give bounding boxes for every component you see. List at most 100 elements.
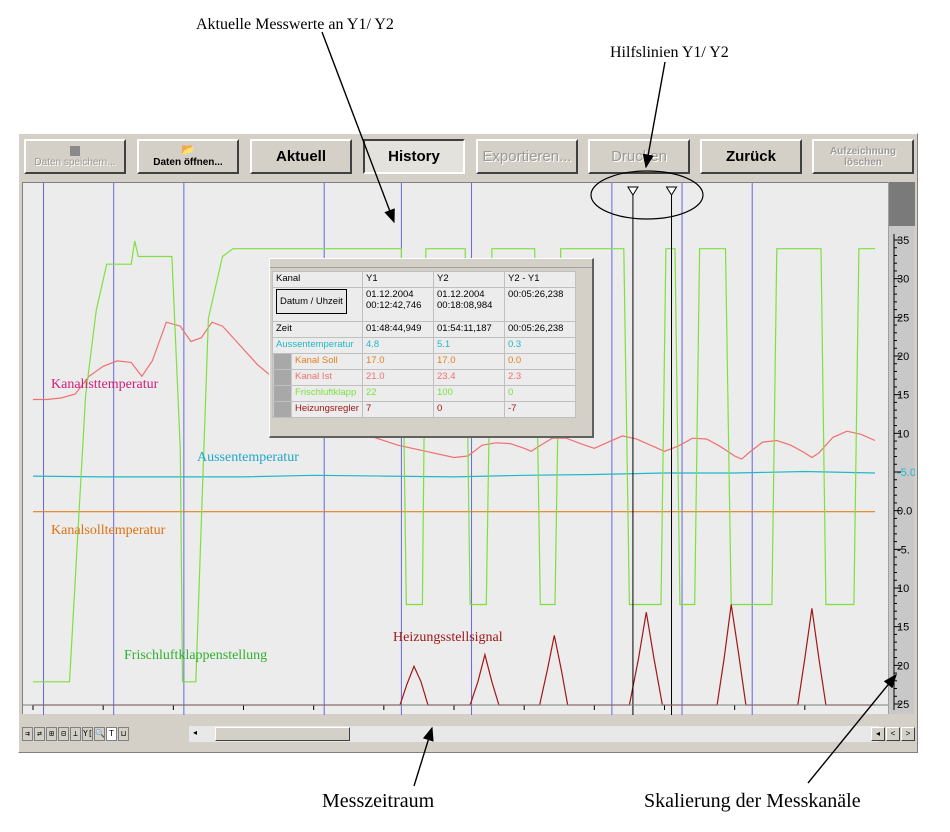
- scale-tick-label: 0.0: [897, 506, 912, 518]
- datum-y2-cell: 01.12.2004 00:18:08,984: [433, 287, 505, 322]
- datum-label-cell: Datum / Uhzeit: [272, 287, 363, 322]
- zeit-y2: 01:54:11,187: [433, 321, 505, 338]
- row-diff: 2.3: [504, 369, 576, 386]
- table-header-row: Kanal Y1 Y2 Y2 - Y1: [272, 271, 576, 288]
- row-y1: 17.0: [362, 353, 434, 370]
- scrollbar-thumb[interactable]: [215, 727, 350, 741]
- x-tick-label: 23:20:00: [220, 714, 267, 715]
- scale-header: [889, 182, 915, 226]
- scroll-left-small-icon[interactable]: ◂: [192, 728, 197, 737]
- datum-diff: 00:05:26,238: [504, 287, 576, 322]
- x-tick-label: 23:40:00: [360, 714, 407, 715]
- datum-y1-date: 01.12.2004: [366, 289, 414, 300]
- history-button[interactable]: History: [363, 139, 465, 174]
- callout-skalierung: Skalierung der Messkanäle: [644, 790, 861, 812]
- zoom-in-y-icon[interactable]: ⊞: [46, 727, 57, 741]
- x-tick-label: 00:40:00: [781, 714, 828, 715]
- zoom-out-x-icon[interactable]: ⇄: [34, 727, 45, 741]
- datum-y2-time: 00:18:08,984: [437, 300, 493, 311]
- datum-label: Datum / Uhzeit: [276, 289, 347, 314]
- datum-y1-cell: 01.12.2004 00:12:42,746: [362, 287, 434, 322]
- row-name: Kanal Soll: [272, 353, 363, 370]
- zurueck-button[interactable]: Zurück: [700, 139, 802, 174]
- row-diff: 0: [504, 385, 576, 402]
- label-heizungsstellsignal: Heizungsstellsignal: [393, 630, 503, 645]
- messwerte-table-titlebar[interactable]: [270, 259, 592, 268]
- chevron-left-icon: ◂: [875, 729, 880, 738]
- baseline-icon[interactable]: ⊔: [118, 727, 129, 741]
- scale-tick-label: 25: [897, 312, 909, 324]
- table-row-frischluftklappe: Frischluftklapp 22 100 0: [272, 385, 576, 402]
- fit-icon[interactable]: ⊥: [70, 727, 81, 741]
- row-y2: 17.0: [433, 353, 505, 370]
- y-scale[interactable]: 35 30 25 20 15 10 -5.0 0.0 -5. 10 15 20 25: [888, 182, 915, 714]
- x-tick-label: 00:20:00: [641, 714, 688, 715]
- table-row-kanal-soll: Kanal Soll 17.0 17.0 0.0: [272, 353, 576, 370]
- datum-y1-time: 00:12:42,746: [366, 300, 422, 311]
- plot-area[interactable]: 22:50:00 23:00:00 23:10:00 23:20:00 23:30:00…: [22, 182, 889, 715]
- aufzeichnung-loeschen-button[interactable]: Aufzeichnung löschen: [812, 139, 914, 174]
- cursor-handle-y1[interactable]: [627, 186, 639, 196]
- x-tick-label: 23:50:00: [431, 714, 478, 715]
- zeit-y1: 01:48:44,949: [362, 321, 434, 338]
- exportieren-button[interactable]: Exportieren...: [476, 139, 578, 174]
- square-icon: [70, 145, 80, 156]
- header-diff: Y2 - Y1: [504, 271, 576, 288]
- scroll-left-button-2[interactable]: <: [886, 727, 900, 741]
- callout-hilfslinien: Hilfslinien Y1/ Y2: [610, 44, 729, 61]
- label-aussentemperatur: Aussentemperatur: [197, 450, 299, 465]
- zoom-in-x-icon[interactable]: ⇉: [22, 727, 33, 741]
- scale-tick-label: 20: [897, 660, 909, 672]
- table-row-kanal-ist: Kanal Ist 21.0 23.4 2.3: [272, 369, 576, 386]
- scroll-right-button[interactable]: >: [901, 727, 915, 741]
- header-kanal: Kanal: [272, 271, 363, 288]
- series-line-kanalist: [33, 321, 876, 460]
- row-diff: 0.3: [504, 337, 576, 354]
- scale-tick-label: 15: [897, 622, 909, 634]
- row-y1: 21.0: [362, 369, 434, 386]
- row-y2: 0: [433, 401, 505, 418]
- folder-icon: 📂: [181, 144, 195, 156]
- zoom-out-y-icon[interactable]: ⊟: [58, 727, 69, 741]
- callout-messzeitraum: Messzeitraum: [322, 790, 435, 812]
- cursor-y-icon[interactable]: Y[: [82, 727, 93, 741]
- history-window: Daten speichern... 📂 Daten öffnen... Akt…: [18, 133, 918, 753]
- header-y2: Y2: [433, 271, 505, 288]
- x-tick-label: 23:30:00: [290, 714, 337, 715]
- x-tick-label: 00:30:00: [711, 714, 758, 715]
- daten-speichern-button[interactable]: Daten speichern...: [24, 139, 126, 174]
- x-tick-label: 00:00:00: [501, 714, 548, 715]
- scale-tick-label: 15: [897, 390, 909, 402]
- row-name: Kanal Ist: [272, 369, 363, 386]
- scale-tick-label: 25: [897, 699, 909, 711]
- scroll-left-button[interactable]: ◂: [871, 727, 885, 741]
- header-y1: Y1: [362, 271, 434, 288]
- time-scrollbar[interactable]: ◂: [189, 726, 879, 742]
- drucken-button[interactable]: Drucken: [588, 139, 690, 174]
- scrollbar-track[interactable]: [189, 726, 879, 742]
- chart-toolbar: ⇉ ⇄ ⊞ ⊟ ⊥ Y[🔍 T ⊔: [22, 724, 130, 744]
- magnifier-icon[interactable]: 🔍: [94, 727, 105, 741]
- messwerte-table-window[interactable]: Kanal Y1 Y2 Y2 - Y1 Datum / Uhzeit 01.12…: [269, 258, 594, 438]
- x-tick-label: 00:10:00: [571, 714, 618, 715]
- x-tick-label: 23:00:00: [80, 714, 127, 715]
- row-name: Aussentemperatur: [272, 337, 363, 354]
- label-kanalisttemperatur: Kanalisttemperatur: [51, 377, 159, 392]
- label-kanalsolltemperatur: Kanalsolltemperatur: [51, 523, 166, 538]
- scale-tick-label: 10: [897, 428, 909, 440]
- x-tick-label: 23:10:00: [150, 714, 197, 715]
- row-diff: 0.0: [504, 353, 576, 370]
- row-y2: 5.1: [433, 337, 505, 354]
- aktuell-button[interactable]: Aktuell: [250, 139, 352, 174]
- datum-y2-date: 01.12.2004: [437, 289, 485, 300]
- daten-oeffnen-button[interactable]: 📂 Daten öffnen...: [137, 139, 239, 174]
- table-row-heizungsregler: Heizungsregler 7 0 -7: [272, 401, 576, 418]
- cursor-handle-y2[interactable]: [665, 186, 678, 196]
- scale-tick-label: 10: [897, 583, 909, 595]
- row-y2: 23.4: [433, 369, 505, 386]
- zeit-diff: 00:05:26,238: [504, 321, 576, 338]
- scale-tick-label: 20: [897, 351, 909, 363]
- callout-aktuelle-messwerte: Aktuelle Messwerte an Y1/ Y2: [196, 16, 394, 33]
- text-icon[interactable]: T: [106, 727, 117, 741]
- row-name: Heizungsregler: [272, 401, 363, 418]
